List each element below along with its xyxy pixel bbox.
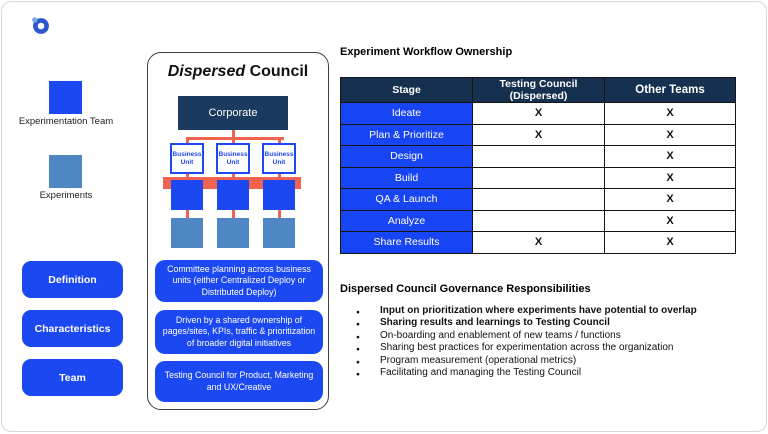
- business-unit-node: Business Unit: [216, 143, 250, 174]
- table-row: Plan & Prioritize X X: [340, 123, 736, 146]
- list-item: Sharing best practices for experimentati…: [340, 342, 755, 357]
- other-teams-cell: X: [604, 166, 736, 189]
- column-header-stage: Stage: [340, 77, 473, 103]
- connector-bu2-stub: [231, 137, 235, 145]
- connector-stub: [185, 174, 189, 179]
- brand-logo-icon: [30, 15, 50, 35]
- council-title: Dispersed Council: [148, 63, 328, 81]
- table-row: QA & Launch X: [340, 188, 736, 211]
- experiments-square: [171, 218, 203, 248]
- column-header-testing-council: Testing Council (Dispersed): [472, 77, 605, 103]
- list-item: Program measurement (operational metrics…: [340, 355, 755, 370]
- testing-council-cell: X: [472, 231, 605, 254]
- connector-bu3-stub: [277, 137, 281, 145]
- workflow-title: Experiment Workflow Ownership: [340, 46, 513, 58]
- table-row: Analyze X: [340, 209, 736, 232]
- connector-stub: [277, 210, 281, 219]
- table-row: Ideate X X: [340, 102, 736, 125]
- experimentation-team-square: [263, 180, 295, 210]
- stage-cell: Plan & Prioritize: [340, 123, 473, 146]
- council-note-ownership: Driven by a shared ownership of pages/si…: [155, 310, 323, 354]
- testing-council-cell: [472, 166, 605, 189]
- list-item: Input on prioritization where experiment…: [340, 305, 755, 320]
- other-teams-cell: X: [604, 145, 736, 168]
- table-row: Design X: [340, 145, 736, 168]
- connector-stub: [277, 174, 281, 179]
- other-teams-cell: X: [604, 209, 736, 232]
- experimentation-team-square: [217, 180, 249, 210]
- connector-corporate-down: [231, 130, 235, 138]
- column-header-other-teams: Other Teams: [604, 77, 736, 103]
- stage-cell: Share Results: [340, 231, 473, 254]
- definition-button[interactable]: Definition: [22, 261, 123, 298]
- testing-council-cell: X: [472, 102, 605, 125]
- connector-stub: [185, 210, 189, 219]
- other-teams-cell: X: [604, 231, 736, 254]
- governance-list: Input on prioritization where experiment…: [340, 305, 755, 382]
- other-teams-cell: X: [604, 102, 736, 125]
- stage-cell: Analyze: [340, 209, 473, 232]
- list-item: On-boarding and enablement of new teams …: [340, 330, 755, 345]
- testing-council-cell: [472, 145, 605, 168]
- table-row: Share Results X X: [340, 231, 736, 254]
- team-button[interactable]: Team: [22, 359, 123, 396]
- stage-cell: QA & Launch: [340, 188, 473, 211]
- council-note-planning: Committee planning across business units…: [155, 260, 323, 302]
- connector-stub: [231, 174, 235, 179]
- dispersed-council-panel: Dispersed Council Corporate Business Uni…: [147, 52, 329, 410]
- experiments-square: [263, 218, 295, 248]
- stage-cell: Ideate: [340, 102, 473, 125]
- experiments-square: [217, 218, 249, 248]
- list-item: Facilitating and managing the Testing Co…: [340, 367, 755, 382]
- connector-horizontal: [185, 137, 284, 140]
- council-note-testing-council: Testing Council for Product, Marketing a…: [155, 361, 323, 402]
- other-teams-cell: X: [604, 188, 736, 211]
- legend-label-experimentation-team: Experimentation Team: [18, 116, 114, 127]
- characteristics-button[interactable]: Characteristics: [22, 310, 123, 347]
- list-item: Sharing results and learnings to Testing…: [340, 317, 755, 332]
- table-row: Build X: [340, 166, 736, 189]
- business-unit-node: Business Unit: [170, 143, 204, 174]
- connector-bu1-stub: [185, 137, 189, 145]
- table-header-row: Stage Testing Council (Dispersed) Other …: [340, 77, 736, 103]
- council-title-regular: Council: [245, 63, 309, 80]
- corporate-node: Corporate: [178, 96, 288, 130]
- other-teams-cell: X: [604, 123, 736, 146]
- testing-council-cell: [472, 209, 605, 232]
- workflow-table: Stage Testing Council (Dispersed) Other …: [340, 77, 736, 254]
- business-unit-node: Business Unit: [262, 143, 296, 174]
- stage-cell: Design: [340, 145, 473, 168]
- connector-stub: [231, 210, 235, 219]
- testing-council-cell: [472, 188, 605, 211]
- legend-label-experiments: Experiments: [39, 190, 93, 201]
- experimentation-team-square: [171, 180, 203, 210]
- stage-cell: Build: [340, 166, 473, 189]
- council-title-italic: Dispersed: [167, 63, 246, 80]
- legend-swatch-experimentation-team: [49, 81, 82, 114]
- testing-council-cell: X: [472, 123, 605, 146]
- legend-swatch-experiments: [49, 155, 82, 188]
- governance-title: Dispersed Council Governance Responsibil…: [340, 283, 591, 295]
